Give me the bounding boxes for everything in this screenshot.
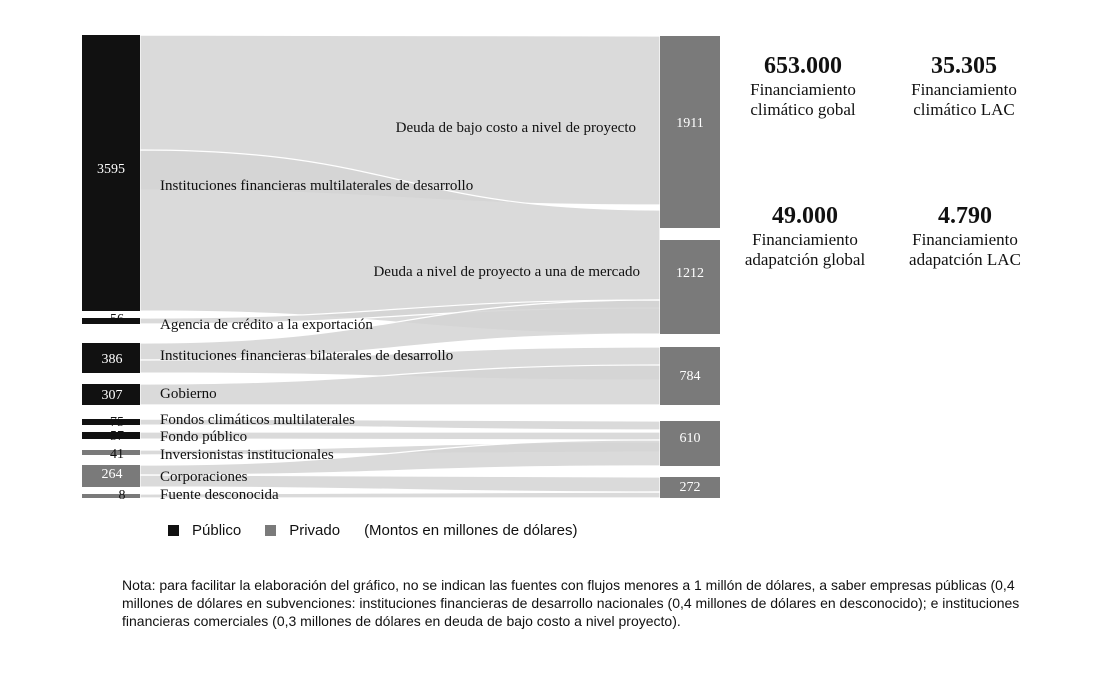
source-node [82, 432, 140, 439]
stat-value: 49.000 [772, 203, 838, 229]
source-value-label: 264 [102, 467, 123, 482]
target-node [660, 477, 720, 498]
stat-lac-climate: 35.305 Financiamiento climático LAC [884, 52, 1044, 120]
stat-label: Financiamiento [912, 230, 1018, 249]
target-value-label: 1212 [676, 266, 704, 281]
stat-label: climático gobal [750, 100, 856, 119]
stat-label: adapatción global [744, 250, 866, 269]
legend-item-private: Privado [265, 522, 340, 539]
stat-label: adapatción LAC [909, 250, 1021, 269]
target-value-label: 1911 [676, 116, 703, 131]
source-value-label: 307 [102, 388, 123, 403]
source-node [82, 343, 140, 373]
stat-value: 653.000 [764, 53, 842, 79]
source-value-label: 57 [110, 429, 124, 444]
stat-global-climate: 653.000 Financiamiento climático gobal [723, 52, 883, 120]
target-node [660, 240, 720, 334]
source-value-label: 3595 [97, 162, 125, 177]
legend-item-public: Público [168, 522, 241, 539]
source-value-label: 386 [102, 352, 123, 367]
source-node [82, 35, 140, 311]
stat-label: Financiamiento [750, 80, 856, 99]
target-name-label: Deuda de bajo costo a nivel de proyecto [396, 120, 636, 136]
source-value-label: 8 [119, 488, 126, 503]
source-name-label: Corporaciones [160, 469, 248, 485]
source-name-label: Agencia de crédito a la exportación [160, 317, 373, 333]
stat-value: 4.790 [938, 203, 992, 229]
source-node [82, 318, 140, 324]
stat-label: Financiamiento [911, 80, 1017, 99]
target-value-label: 610 [680, 431, 701, 446]
source-node [82, 465, 140, 487]
target-value-label: 272 [680, 480, 701, 495]
source-name-label: Fuente desconocida [160, 487, 279, 503]
source-name-label: Instituciones financieras multilaterales… [160, 178, 473, 194]
target-node [660, 347, 720, 405]
legend-label: Público [192, 522, 242, 539]
source-name-label: Fondos climáticos multilaterales [160, 412, 355, 428]
footnote: Nota: para facilitar la elaboración del … [122, 577, 1020, 629]
source-name-label: Instituciones financieras bilaterales de… [160, 348, 453, 364]
target-name-label: Deuda a nivel de proyecto a una de merca… [373, 264, 640, 280]
stat-label: Financiamiento [752, 230, 858, 249]
units-note-item: (Montos en millones de dólares) [364, 522, 577, 539]
stat-lac-adaptation: 4.790 Financiamiento adapatción LAC [885, 202, 1045, 270]
units-note: (Montos en millones de dólares) [364, 522, 578, 539]
source-name-label: Fondo público [160, 429, 247, 445]
stat-label: climático LAC [913, 100, 1015, 119]
legend-swatch-private [265, 525, 277, 536]
source-node [82, 419, 140, 425]
source-node [82, 494, 140, 498]
target-node [660, 421, 720, 466]
source-name-label: Gobierno [160, 386, 217, 402]
source-name-label: Inversionistas institucionales [160, 447, 334, 463]
source-value-label: 41 [110, 447, 124, 462]
stat-global-adaptation: 49.000 Financiamiento adapatción global [725, 202, 885, 270]
stat-value: 35.305 [931, 53, 997, 79]
source-node [82, 384, 140, 405]
source-value-label: 56 [110, 312, 124, 327]
source-node [82, 450, 140, 455]
target-node [660, 36, 720, 228]
target-value-label: 784 [680, 369, 701, 384]
legend-swatch-public [168, 525, 179, 536]
legend: Público Privado (Montos en millones de d… [168, 522, 602, 539]
legend-label: Privado [289, 522, 341, 539]
source-value-label: 75 [110, 415, 124, 430]
